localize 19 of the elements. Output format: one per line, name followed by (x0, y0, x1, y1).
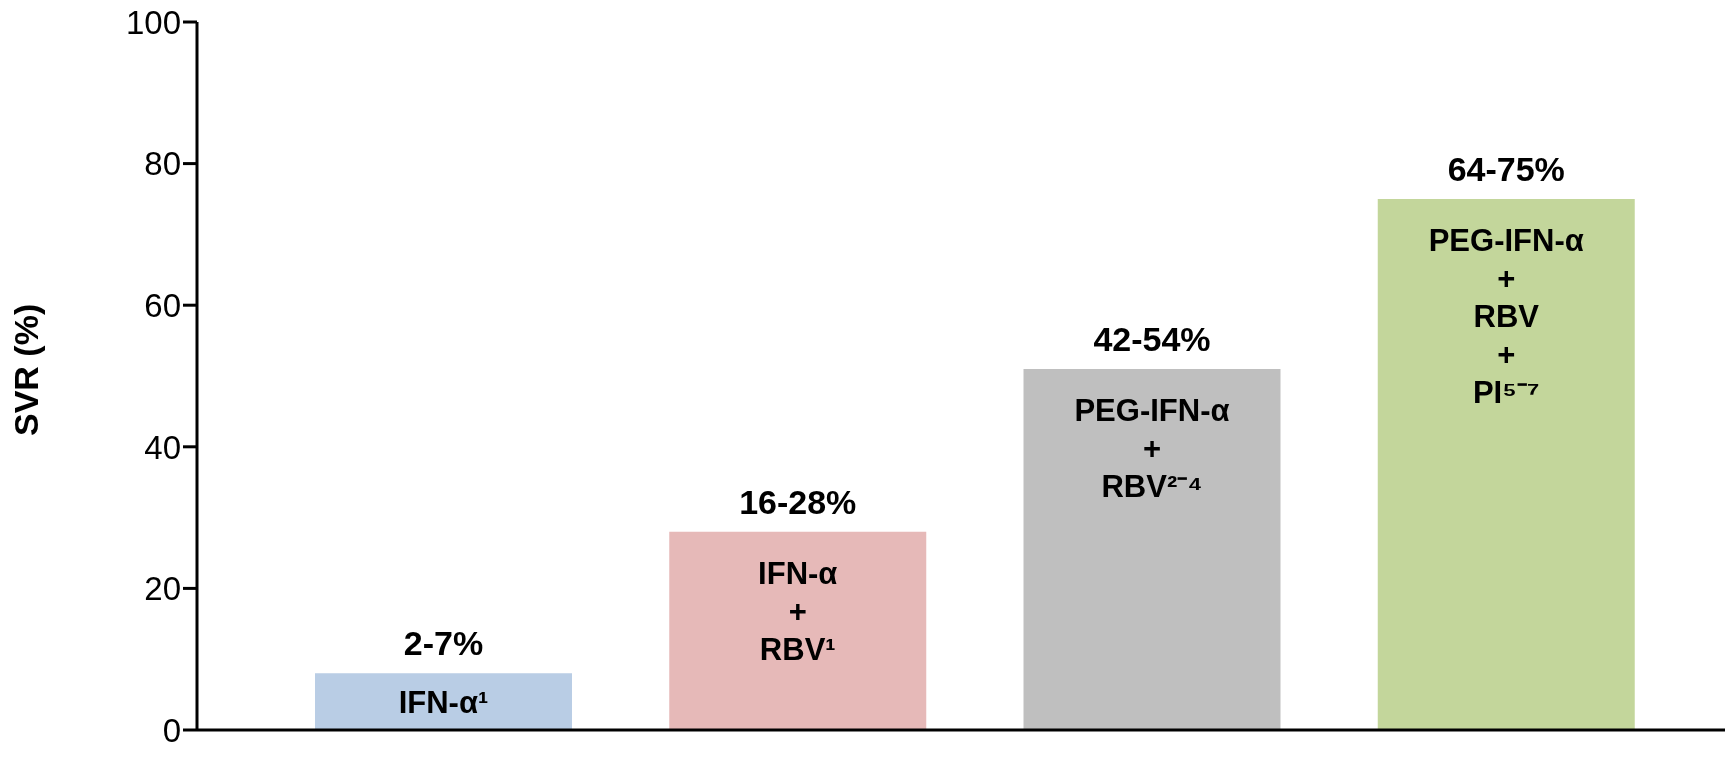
bar (669, 531, 927, 730)
annotation: 64-75% (1447, 150, 1565, 188)
annotation: 16-28% (739, 482, 857, 521)
y-tick-label: 0 (162, 711, 181, 749)
y-tick-label: 20 (144, 570, 181, 608)
bar (1377, 199, 1635, 730)
annotation: 42-54% (1093, 319, 1211, 358)
bar (315, 673, 572, 730)
y-tick-label: 60 (144, 286, 181, 324)
y-tick-label: 80 (144, 145, 181, 183)
x-tick-label: PEG-IFN-α + RBV + PI⁵⁻⁷ (1428, 223, 1584, 410)
y-tick-label: 40 (144, 428, 181, 466)
x-tick-label: PEG-IFN-α + RBV²⁻⁴ (1074, 392, 1230, 504)
y-tick-label: 100 (125, 3, 181, 41)
x-tick-label: IFN-α + RBV¹ (758, 555, 838, 667)
bar (1023, 368, 1281, 730)
y-axis-title: SVR (%) (7, 303, 46, 436)
x-tick-label: IFN-α¹ (398, 684, 489, 720)
annotation: 2-7% (403, 624, 484, 663)
